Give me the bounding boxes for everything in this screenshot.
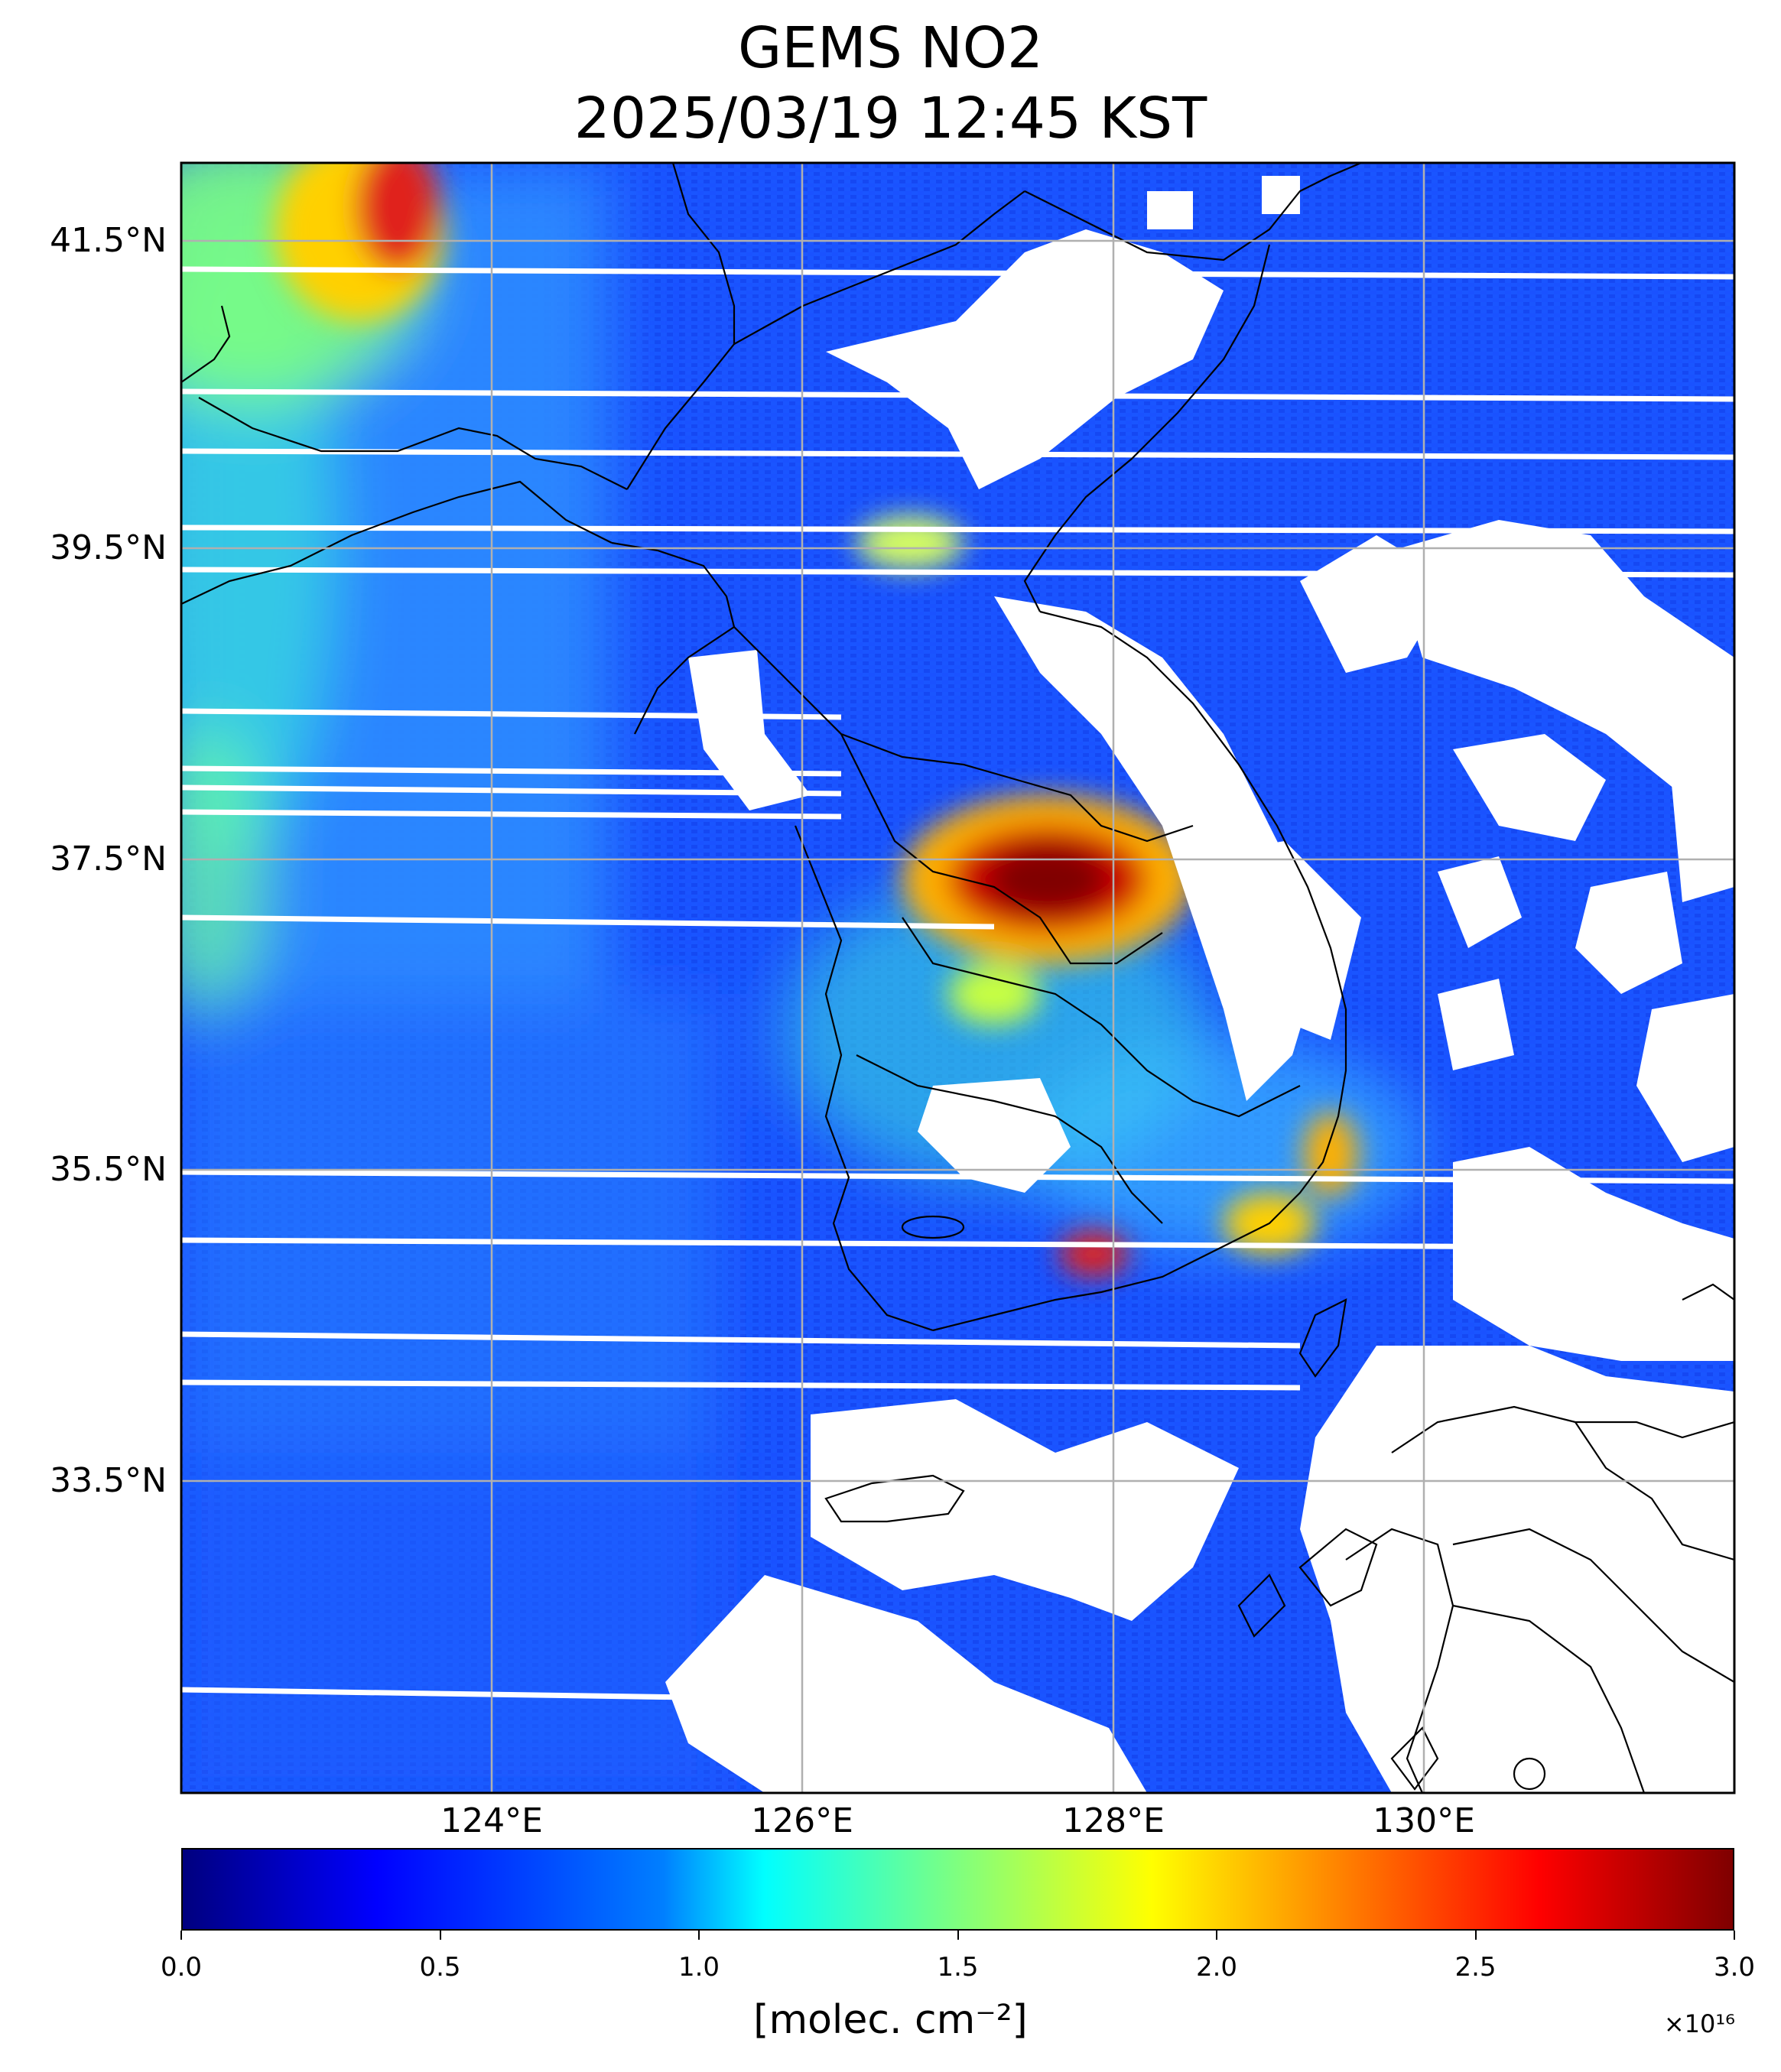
map-title: GEMS NO2: [737, 15, 1044, 81]
map-timestamp: 2025/03/19 12:45 KST: [574, 86, 1207, 151]
colorbar-tick-label: 2.0: [1195, 1952, 1238, 1983]
colorbar-tick-label: 3.0: [1713, 1952, 1756, 1983]
colorbar-tick-mark: [439, 1931, 441, 1940]
colorbar-tick-mark: [957, 1931, 959, 1940]
no2-field: [181, 163, 1734, 1793]
colorbar-tick-mark: [1734, 1931, 1735, 1940]
lat-label-37-5: 37.5°N: [50, 840, 167, 878]
lat-label-35-5: 35.5°N: [50, 1150, 167, 1189]
colorbar-tick-mark: [1474, 1931, 1477, 1940]
colorbar-tick-label: 1.5: [937, 1952, 979, 1983]
no2-map: [180, 161, 1736, 1794]
colorbar: [181, 1848, 1734, 1931]
lon-label-124: 124°E: [440, 1801, 543, 1840]
missing-data: [665, 176, 1734, 1793]
colorbar-tick-label: 2.5: [1454, 1952, 1497, 1983]
colorbar-tick-label: 0.5: [419, 1952, 461, 1983]
gridlines: [181, 163, 1734, 1793]
lat-label-33-5: 33.5°N: [50, 1461, 167, 1500]
map-frame: [180, 161, 1736, 1794]
lon-label-130: 130°E: [1373, 1801, 1475, 1840]
lat-label-39-5: 39.5°N: [50, 528, 167, 567]
colorbar-tick-mark: [180, 1931, 182, 1940]
colorbar-tick-label: 0.0: [160, 1952, 203, 1983]
lat-label-41-5: 41.5°N: [50, 221, 167, 260]
colorbar-label: [molec. cm⁻²]: [753, 1997, 1028, 2043]
lon-label-126: 126°E: [751, 1801, 853, 1840]
colorbar-tick-label: 1.0: [678, 1952, 720, 1983]
lon-label-128: 128°E: [1062, 1801, 1165, 1840]
colorbar-tick-mark: [698, 1931, 700, 1940]
coastlines: [181, 163, 1734, 1793]
scan-gaps: [181, 266, 1734, 1700]
colorbar-tick-mark: [1216, 1931, 1217, 1940]
colorbar-scale-label: ×10¹⁶: [1663, 2009, 1735, 2038]
